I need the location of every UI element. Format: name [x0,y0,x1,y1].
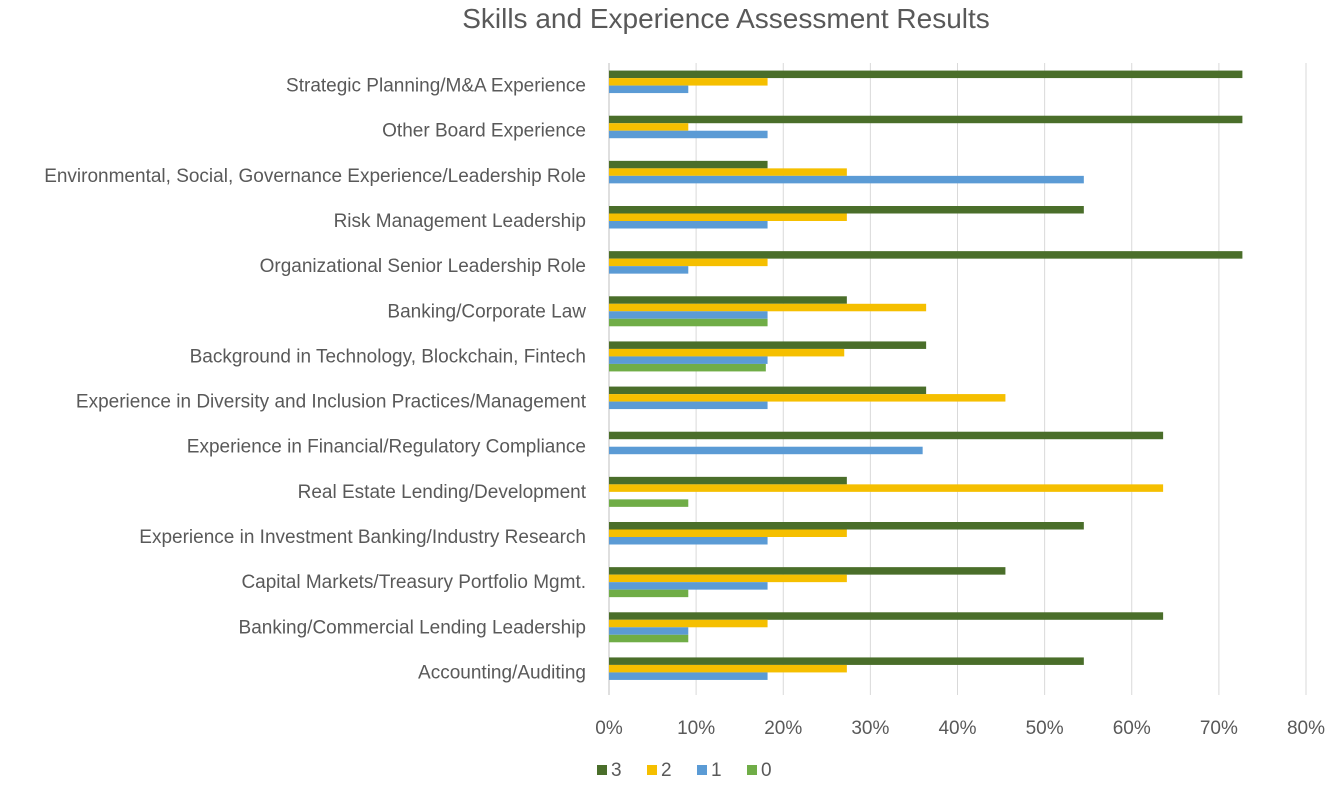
category-label: Organizational Senior Leadership Role [260,256,586,277]
category-label: Background in Technology, Blockchain, Fi… [190,346,586,367]
legend-label: 1 [711,760,722,781]
category-label: Experience in Diversity and Inclusion Pr… [76,392,587,413]
bar-series-3 [609,206,1084,214]
bar-series-1 [609,582,768,590]
gridlines [608,63,1307,695]
bar-series-3 [609,251,1243,259]
legend-swatch [597,765,607,775]
chart-title: Skills and Experience Assessment Results [462,3,990,34]
x-tick-label: 60% [1113,718,1151,739]
bar-series-1 [609,311,768,319]
bar-series-2 [609,574,847,583]
x-tick-label: 80% [1287,718,1325,739]
bar-series-1 [609,85,689,94]
bar-series-1 [609,401,768,410]
bar-series-1 [609,356,768,364]
bar-series-1 [609,537,768,545]
bar-series-1 [609,672,768,680]
bar-series-2 [609,258,768,267]
x-tick-label: 0% [595,718,623,739]
bar-series-2 [609,348,845,357]
x-tick-label: 10% [677,718,715,739]
bar-series-2 [609,664,847,673]
x-tick-label: 70% [1200,718,1238,739]
bar-series-2 [609,394,1006,402]
bar-series-3 [609,115,1243,124]
bar-series-3 [609,296,847,304]
category-label: Other Board Experience [382,121,586,142]
category-label: Accounting/Auditing [418,662,586,683]
bar-series-2 [609,529,847,537]
bar-series-2 [609,484,1164,492]
bar-series-3 [609,386,927,395]
bar-series-2 [609,303,927,312]
bar-series-2 [609,123,689,131]
bar-series-3 [609,476,847,485]
category-label: Experience in Investment Banking/Industr… [139,527,586,548]
bar-series-2 [609,213,847,221]
x-axis-tick-labels: 0% 10% 20% 30% 40% 50% 60% 70% 80% [595,718,1325,739]
legend-swatch [697,765,707,775]
legend-swatch [747,765,757,775]
bar-series-0 [609,499,689,507]
bar-series-2 [609,78,768,86]
bar-series-3 [609,657,1084,665]
legend: 3 2 1 0 [597,760,772,781]
x-tick-label: 40% [938,718,976,739]
bar-series-1 [609,130,768,139]
bar-series-0 [609,589,689,598]
bar-series-2 [609,619,768,628]
category-label: Banking/Commercial Lending Leadership [239,617,586,638]
bar-series-3 [609,341,927,349]
category-label: Banking/Corporate Law [387,301,586,322]
category-label: Capital Markets/Treasury Portfolio Mgmt. [241,572,586,593]
x-tick-label: 30% [851,718,889,739]
category-label: Risk Management Leadership [334,211,586,232]
bar-series-1 [609,266,689,274]
bar-series-3 [609,567,1006,575]
bar-series-3 [609,612,1164,620]
bar-series-2 [609,168,847,176]
bar-series-3 [609,522,1084,530]
bar-series-0 [609,363,766,372]
bar-series-3 [609,431,1164,440]
x-tick-label: 20% [764,718,802,739]
category-label: Environmental, Social, Governance Experi… [44,166,586,187]
bar-series-1 [609,627,689,635]
bar-series-0 [609,634,689,643]
category-labels: Strategic Planning/M&A Experience Other B… [44,76,587,684]
bars [609,70,1243,680]
bar-series-1 [609,446,923,455]
legend-label: 0 [761,760,772,781]
bar-series-0 [609,318,768,327]
bar-series-1 [609,175,1084,184]
bar-series-3 [609,70,1243,79]
legend-swatch [647,765,657,775]
bar-series-3 [609,160,768,169]
legend-label: 2 [661,760,672,781]
x-tick-label: 50% [1026,718,1064,739]
bar-series-1 [609,221,768,229]
category-label: Strategic Planning/M&A Experience [286,76,586,97]
category-label: Experience in Financial/Regulatory Compl… [187,437,586,458]
legend-label: 3 [611,760,622,781]
category-label: Real Estate Lending/Development [298,482,587,503]
